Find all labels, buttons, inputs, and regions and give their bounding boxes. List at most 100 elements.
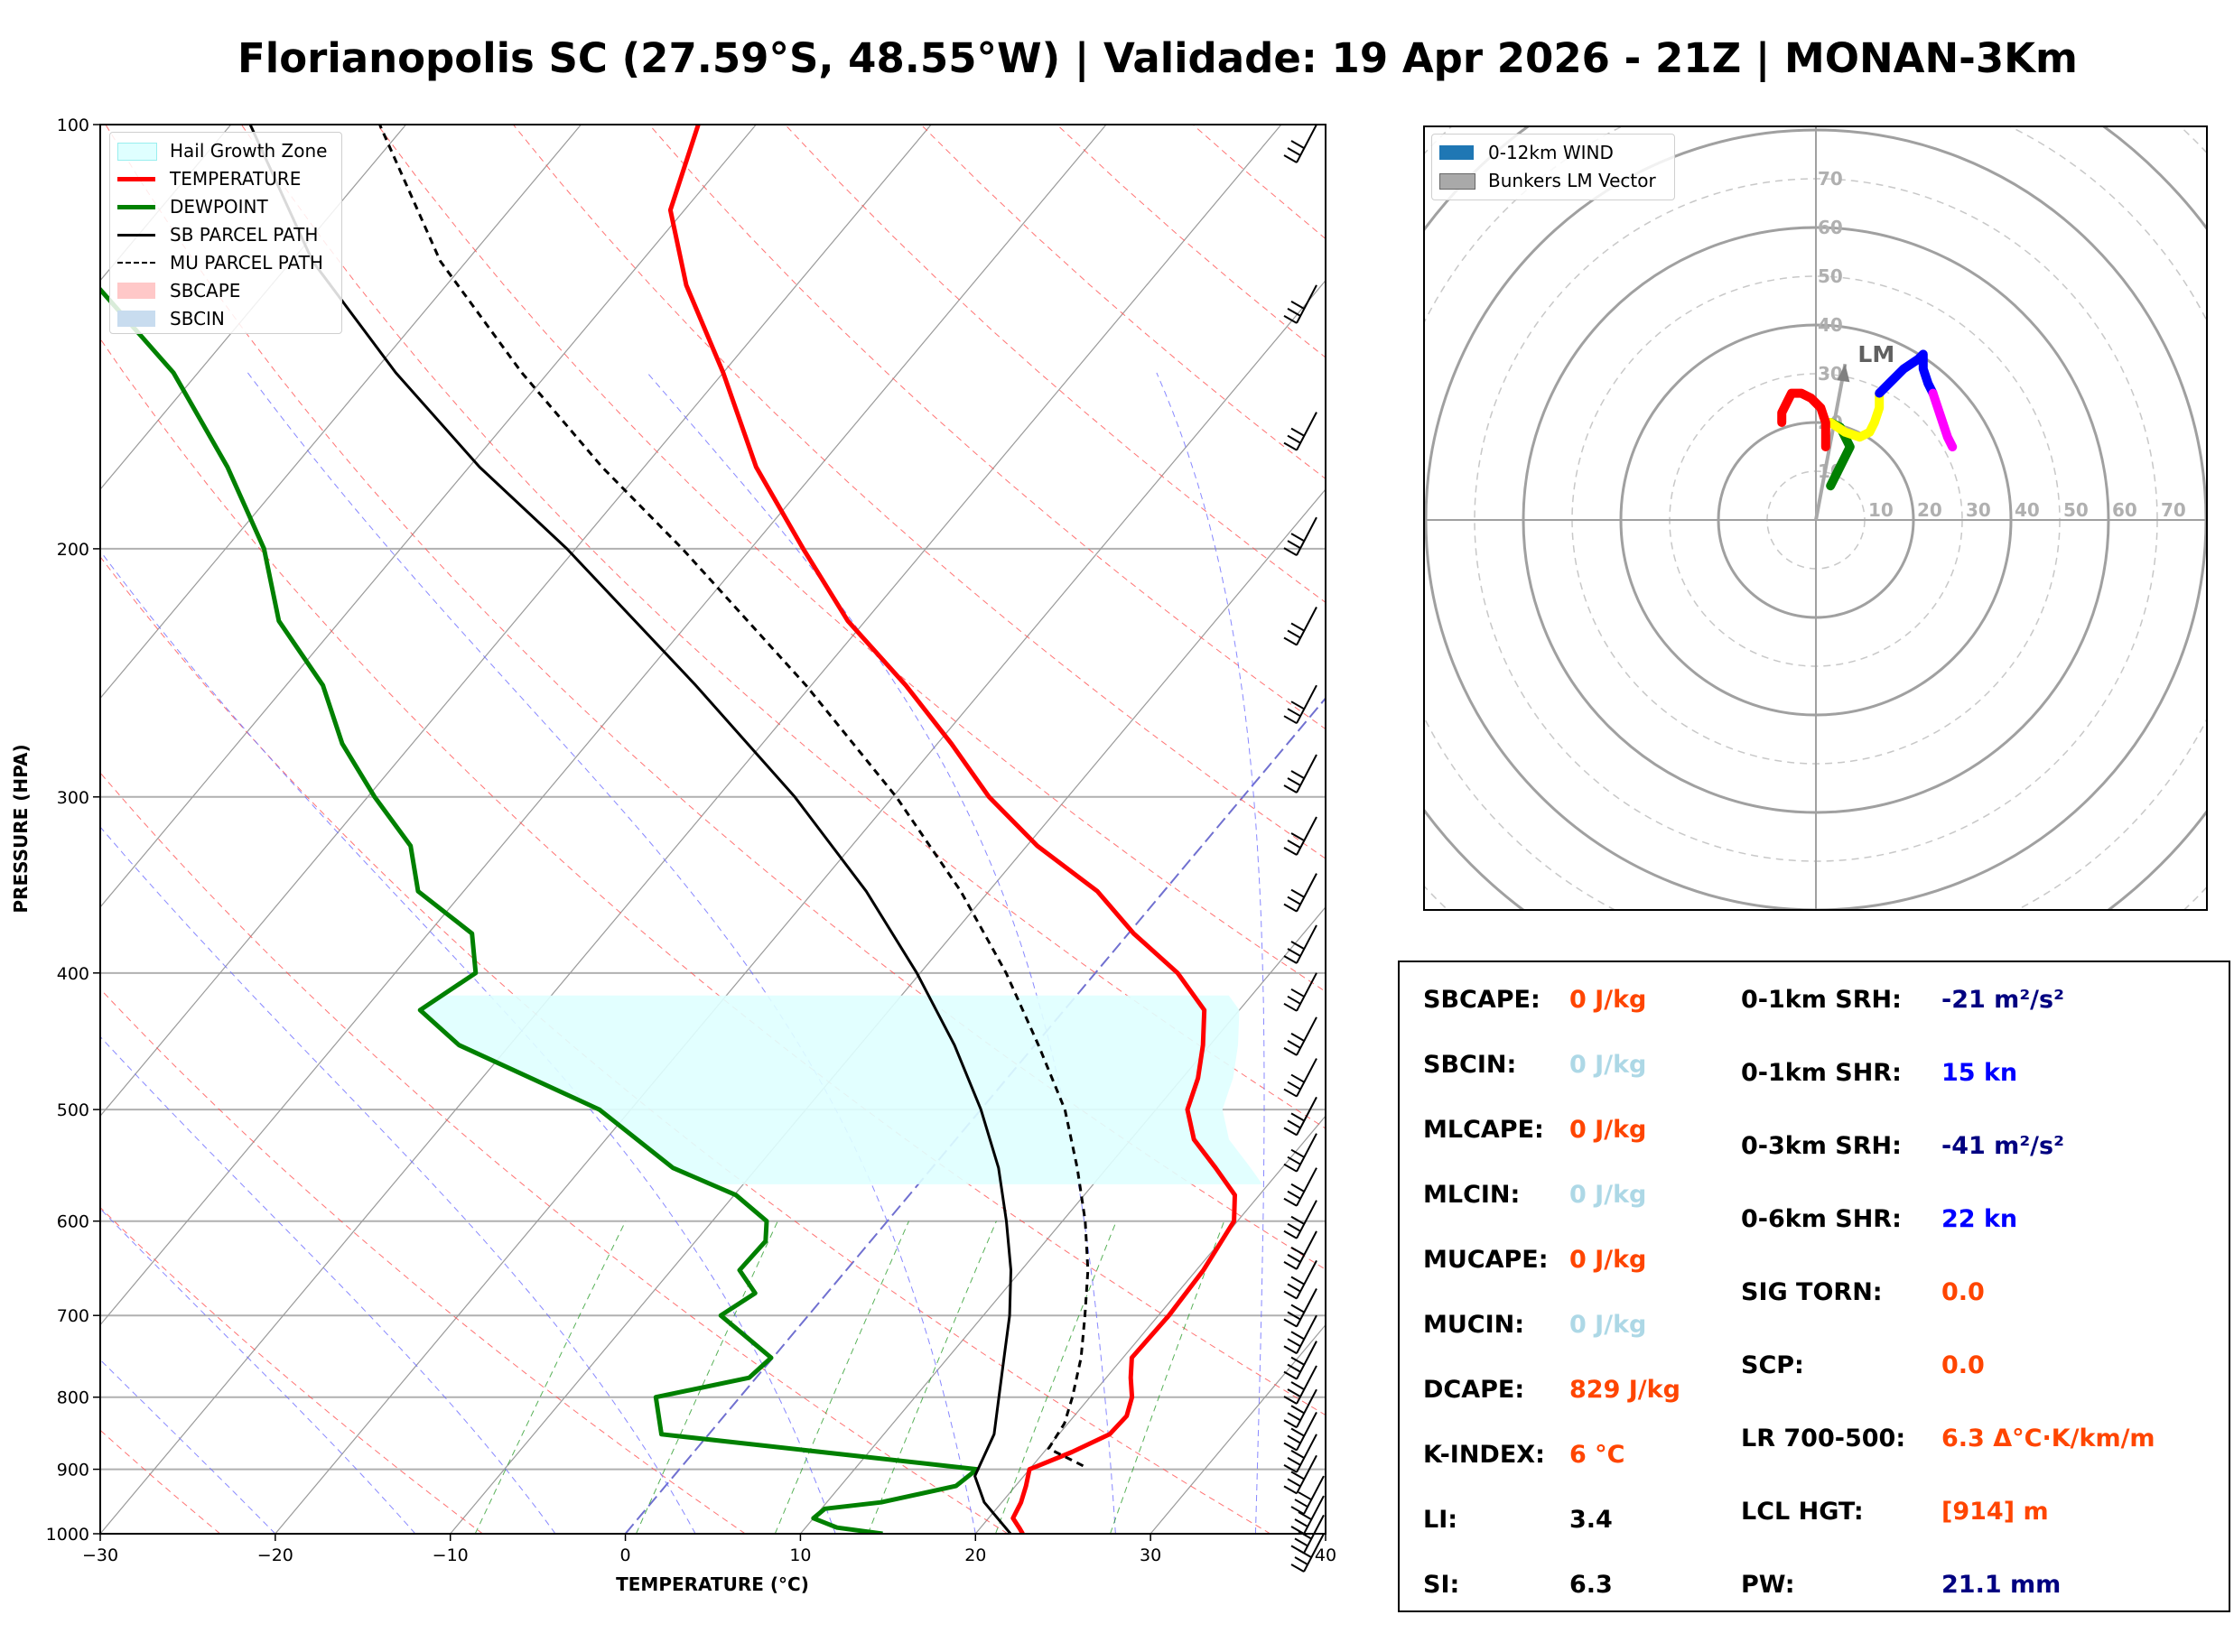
sb-parcel-path — [248, 125, 1012, 1534]
hodograph-segment-1-3km — [1826, 388, 1885, 442]
wind-barb-flag — [1287, 1388, 1301, 1397]
wind-barb-flag — [1290, 988, 1305, 998]
wind-barb-staff — [1296, 1411, 1317, 1451]
wind-barb-flag — [1290, 1148, 1305, 1158]
bunkers-lm-arrowhead — [1837, 364, 1850, 383]
legend-bunkers-swatch — [1439, 173, 1475, 190]
wind-barb-flag — [1290, 1276, 1305, 1285]
wind-barb-flag — [1283, 636, 1298, 646]
x-tick-label: −30 — [82, 1545, 118, 1565]
wind-barb-staff — [1296, 1288, 1317, 1327]
wind-barb-flag — [1290, 941, 1305, 950]
wind-barb-flag — [1287, 1190, 1301, 1200]
param-label-left-0: SBCAPE: — [1423, 986, 1541, 1014]
x-tick-label: 40 — [1315, 1545, 1336, 1565]
param-value-right-6: 6.3 Δ°C·K/km/m — [1941, 1425, 2155, 1452]
param-label-left-5: MUCIN: — [1423, 1311, 1525, 1339]
wind-barb-staff — [1296, 1434, 1317, 1473]
hodograph-segment-low — [1777, 388, 1830, 451]
skewt-chart: −30 −20 −10 0 10 20 30 40 100 200 300 400 500 600 700 8… — [10, 116, 1336, 1595]
param-value-left-8: 3.4 — [1569, 1506, 1613, 1534]
param-value-left-2: 0 J/kg — [1569, 1116, 1647, 1144]
wind-barb-flag — [1290, 140, 1305, 149]
wind-barb-staff — [1303, 1475, 1325, 1515]
param-label-right-8: PW: — [1741, 1571, 1795, 1599]
wind-barb-flag — [1283, 154, 1298, 163]
hail-growth-zone — [420, 995, 1262, 1184]
wind-barb-staff — [1296, 1259, 1317, 1299]
wind-barb-flag — [1290, 1405, 1305, 1415]
wind-barb-flag — [1290, 1506, 1305, 1515]
isotherm — [100, 125, 407, 491]
wind-barb-staff — [1296, 1365, 1317, 1405]
moist-adiabat — [247, 372, 976, 1534]
param-value-right-7: [914] m — [1941, 1498, 2049, 1526]
isotherm — [100, 125, 932, 1118]
moist-adiabat — [1156, 372, 1265, 1534]
param-label-right-7: LCL HGT: — [1741, 1498, 1864, 1526]
param-value-right-8: 21.1 mm — [1941, 1571, 2062, 1599]
p-tick-label: 300 — [57, 788, 89, 808]
moist-adiabat — [100, 826, 696, 1534]
p-tick-label: 400 — [57, 964, 89, 984]
isotherm — [974, 1115, 1326, 1534]
wind-barb-flag — [1287, 1254, 1301, 1263]
wind-barb-flag — [1283, 847, 1298, 856]
p-tick-label: 900 — [57, 1461, 89, 1480]
wind-barb-flag — [1290, 1247, 1305, 1256]
skewt-xlabel: TEMPERATURE (°C) — [616, 1573, 809, 1595]
wind-barb-flag — [1283, 1002, 1298, 1012]
wind-barb-flag — [1287, 1412, 1301, 1422]
wind-barb-flag — [1283, 784, 1298, 794]
wind-barb-flag — [1283, 1290, 1298, 1300]
wind-barb-staff — [1296, 873, 1317, 913]
skewt-frame — [99, 124, 1326, 1535]
legend-wind-swatch — [1439, 145, 1474, 160]
mixing-ratio-line — [995, 1220, 1117, 1534]
wind-barb-flag — [1283, 955, 1298, 964]
wind-barb-flag — [1294, 1556, 1308, 1565]
wind-barb-flag — [1298, 1491, 1312, 1500]
param-value-right-1: 15 kn — [1941, 1059, 2018, 1087]
hodograph-u-tick: 50 — [2063, 499, 2089, 521]
wind-barb-flag — [1287, 1311, 1301, 1321]
param-label-left-6: DCAPE: — [1423, 1376, 1525, 1404]
hodograph-segment-6-9km — [1928, 388, 1958, 451]
param-label-left-3: MLCIN: — [1423, 1181, 1521, 1209]
dry-adiabat — [240, 125, 1326, 1129]
wind-barb-staff — [1296, 1314, 1317, 1354]
p-tick-label: 700 — [57, 1306, 89, 1326]
wind-barb-staff — [1296, 516, 1317, 556]
hodograph-u-tick: 30 — [1966, 499, 1991, 521]
moist-adiabat — [100, 1359, 276, 1534]
legend-wind-label: 0-12km WIND — [1488, 142, 1614, 163]
bunkers-lm-label: LM — [1857, 341, 1894, 367]
hodograph-v-tick: 40 — [1818, 314, 1843, 336]
parameters-panel: SBCAPE: 0 J/kg SBCIN: 0 J/kg MLCAPE: 0 J/kg ML… — [1398, 961, 2230, 1612]
wind-barb-flag — [1290, 770, 1305, 779]
x-tick-label: 10 — [789, 1545, 811, 1565]
mixing-ratio-line — [474, 1220, 627, 1534]
legend-mu-parcel-label: MU PARCEL PATH — [170, 252, 323, 274]
param-value-left-6: 829 J/kg — [1569, 1376, 1680, 1404]
hodograph-ring — [1424, 126, 2207, 910]
legend-temperature-label: TEMPERATURE — [170, 168, 302, 190]
param-value-left-7: 6 °C — [1569, 1441, 1625, 1469]
moist-adiabat — [647, 372, 1116, 1534]
wind-barbs — [1283, 124, 1325, 1573]
legend-sbcape-swatch — [117, 283, 155, 299]
wind-barb-flag — [1283, 1261, 1298, 1270]
skewt-ylabel: PRESSURE (HPA) — [10, 744, 32, 913]
wind-barb-flag — [1294, 1537, 1308, 1547]
param-label-right-2: 0-3km SRH: — [1741, 1132, 1902, 1160]
wind-barb-flag — [1290, 1331, 1305, 1341]
wind-barb-flag — [1287, 629, 1301, 639]
wind-barb-staff — [1296, 1096, 1317, 1136]
legend-sbcin-label: SBCIN — [170, 308, 225, 329]
dry-adiabat — [100, 338, 1326, 1416]
wind-barb-flag — [1283, 1442, 1298, 1452]
wind-barb-flag — [1287, 708, 1301, 718]
wind-barb-flag — [1283, 715, 1298, 725]
p-tick-label: 1000 — [46, 1525, 89, 1545]
